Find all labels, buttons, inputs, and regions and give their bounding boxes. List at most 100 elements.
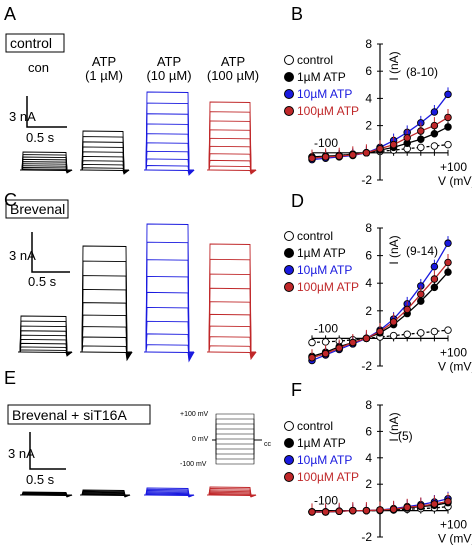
protocol-step-line (212, 439, 262, 455)
trace-c-atp1-sweep (80, 275, 133, 355)
trace-label-atp10: ATP (157, 54, 181, 69)
legend-label-atp100: 100µM ATP (297, 280, 359, 294)
data-point (444, 113, 452, 122)
legend-marker-atp10 (284, 455, 294, 465)
trace-label-atp1-conc: (1 µM) (85, 68, 123, 83)
trace-a-atp100-sweep (207, 169, 257, 175)
data-point (444, 123, 452, 131)
trace-label-atp100: ATP (221, 54, 245, 69)
data-point (430, 327, 439, 336)
panel-letter-d: D (291, 191, 304, 211)
data-point (308, 508, 316, 516)
trace-c-atp10-sweep (144, 351, 195, 363)
trace-c-atp100-sweep (207, 243, 256, 353)
y-tick-label: 2 (365, 477, 372, 491)
legend-marker-control (284, 55, 294, 65)
data-point (444, 90, 452, 99)
data-point (403, 134, 411, 142)
data-point (403, 305, 411, 314)
condition-label-brevenal: Brevenal (10, 201, 65, 217)
data-point (444, 258, 452, 267)
scale-bar-c (31, 232, 70, 273)
legend-marker-atp1 (284, 72, 294, 82)
panel-letter-b: B (291, 4, 303, 24)
data-point (430, 275, 439, 283)
trace-a-atp1-sweep (80, 164, 130, 174)
y-tick-label: 6 (365, 249, 372, 263)
y-axis-label: I (nA) (387, 412, 401, 441)
trace-c-atp1-sweep (80, 351, 133, 362)
protocol-mid-label: 0 mV (192, 436, 209, 443)
data-point (417, 135, 425, 143)
trace-label-atp100-conc: (100 µM) (207, 68, 259, 83)
data-point (430, 262, 439, 271)
legend-label-atp1: 1µM ATP (297, 70, 346, 84)
data-point (321, 508, 330, 516)
data-point (349, 338, 357, 347)
protocol-top-label: +100 mV (180, 411, 209, 418)
trace-a-atp1-sweep (80, 130, 129, 171)
data-point (362, 149, 371, 157)
data-point (444, 497, 452, 506)
legend-marker-control (284, 231, 294, 241)
legend-label-atp1: 1µM ATP (297, 436, 346, 450)
legend-label-control: control (297, 53, 333, 67)
legend-marker-control (284, 421, 294, 431)
data-point (335, 507, 343, 516)
trace-c-atp100-sweep (207, 301, 257, 356)
trace-label-atp10-conc: (10 µM) (146, 68, 191, 83)
data-point (362, 334, 371, 343)
trace-a-atp1-sweep (80, 151, 130, 173)
trace-c-con-sweep (18, 346, 73, 356)
panel-letter-a: A (4, 4, 16, 24)
trace-a-atp100-sweep (207, 111, 257, 171)
trace-c-atp10-sweep (144, 333, 195, 361)
trace-a-atp10-sweep (144, 91, 194, 171)
label-box-brevenal-sit16a (7, 404, 151, 425)
protocol-step-line (212, 423, 262, 441)
data-point (403, 330, 411, 339)
legend-label-atp1: 1µM ATP (297, 246, 346, 260)
trace-c-con-sweep (18, 342, 73, 356)
data-point (349, 506, 357, 515)
y-tick-label: 2 (365, 119, 372, 133)
x-tick-label-pos: +100 (440, 345, 467, 359)
scale-x-e: 0.5 s (26, 472, 55, 487)
y-tick-label: 4 (365, 276, 372, 290)
trace-a-atp10-sweep (144, 169, 195, 176)
data-point (417, 143, 425, 152)
trace-c-atp10-sweep (144, 291, 195, 357)
y-tick-label: 4 (365, 451, 372, 465)
y-tick-label: -2 (361, 530, 372, 544)
trace-e-atp100-sweep (207, 486, 256, 496)
trace-c-atp100-sweep (207, 336, 257, 359)
protocol-cc-label: cc (264, 441, 272, 448)
trace-e-atp100-sweep (207, 494, 257, 498)
trace-c-atp10-sweep (144, 306, 195, 359)
data-point (389, 318, 398, 326)
trace-c-atp100-sweep (207, 258, 257, 354)
trace-a-atp100-sweep (207, 145, 257, 173)
x-tick-label-neg: -100 (314, 494, 338, 508)
data-point (444, 239, 452, 247)
legend-label-control: control (297, 229, 333, 243)
legend-marker-atp100 (284, 106, 294, 116)
trace-c-atp1-sweep (80, 245, 132, 353)
x-tick-label-pos: +100 (440, 518, 467, 532)
legend-label-atp100: 100µM ATP (297, 104, 359, 118)
data-point (321, 338, 330, 346)
y-tick-label: 6 (365, 64, 372, 78)
protocol-bot-label: -100 mV (180, 461, 207, 468)
trace-a-atp10-sweep (144, 142, 195, 174)
y-tick-label: 2 (365, 304, 372, 318)
trace-e-atp1-sweep (80, 489, 130, 496)
trace-c-atp10-sweep (144, 241, 195, 354)
trace-c-con-sweep (18, 334, 73, 355)
scale-x-a: 0.5 s (26, 130, 55, 145)
trace-c-atp100-sweep (207, 351, 257, 361)
trace-c-atp1-sweep (80, 336, 133, 360)
legend-label-atp100: 100µM ATP (297, 470, 359, 484)
voltage-protocol-inset: +100 mV 0 mV -100 mV cc (180, 411, 272, 468)
legend-marker-atp10 (284, 265, 294, 275)
